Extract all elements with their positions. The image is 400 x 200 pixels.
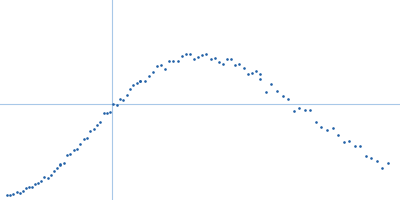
Point <box>244 72 251 75</box>
Point <box>97 120 103 123</box>
Point <box>16 191 23 194</box>
Point <box>94 123 100 126</box>
Point <box>57 163 64 167</box>
Point <box>107 110 113 113</box>
Point <box>346 140 352 143</box>
Point <box>268 82 275 86</box>
Point <box>10 192 17 195</box>
Point <box>285 97 291 100</box>
Point <box>100 112 107 115</box>
Point <box>174 59 181 63</box>
Point <box>70 148 77 152</box>
Point <box>120 98 127 102</box>
Point <box>141 79 148 82</box>
Point <box>54 167 60 170</box>
Point <box>274 89 280 92</box>
Point <box>191 57 197 60</box>
Point <box>212 57 218 60</box>
Point <box>257 78 263 81</box>
Point <box>379 167 386 170</box>
Point <box>302 109 308 112</box>
Point <box>4 193 10 197</box>
Point <box>178 55 185 58</box>
Point <box>263 91 269 94</box>
Point <box>117 97 123 100</box>
Point <box>29 185 35 188</box>
Point <box>124 94 130 97</box>
Point <box>318 126 325 129</box>
Point <box>199 54 206 57</box>
Point <box>104 112 110 115</box>
Point <box>313 120 319 124</box>
Point <box>220 62 226 66</box>
Point <box>44 176 51 179</box>
Point <box>35 181 42 184</box>
Point <box>114 103 120 107</box>
Point <box>307 109 314 112</box>
Point <box>224 57 230 61</box>
Point <box>87 129 94 133</box>
Point <box>137 79 143 82</box>
Point <box>368 156 374 159</box>
Point <box>80 137 87 141</box>
Point <box>67 152 74 156</box>
Point <box>158 64 164 67</box>
Point <box>137 79 144 83</box>
Point <box>340 140 347 143</box>
Point <box>60 161 67 164</box>
Point <box>290 109 297 112</box>
Point <box>57 162 63 165</box>
Point <box>77 142 84 145</box>
Point <box>248 71 255 74</box>
Point <box>352 145 358 148</box>
Point <box>162 67 168 70</box>
Point <box>48 173 54 177</box>
Point <box>374 159 380 163</box>
Point <box>110 103 117 106</box>
Point <box>363 155 369 158</box>
Point <box>134 81 140 85</box>
Point <box>182 53 189 56</box>
Point <box>23 186 29 190</box>
Point <box>357 144 364 148</box>
Point <box>385 162 391 165</box>
Point <box>32 182 38 185</box>
Point <box>170 60 176 63</box>
Point <box>74 147 80 150</box>
Point <box>7 193 14 197</box>
Point <box>203 52 210 55</box>
Point <box>216 61 222 64</box>
Point <box>41 176 48 179</box>
Point <box>130 83 136 86</box>
Point <box>335 133 341 136</box>
Point <box>296 107 302 110</box>
Point <box>240 66 247 70</box>
Point <box>232 64 238 67</box>
Point <box>324 129 330 132</box>
Point <box>187 52 193 55</box>
Point <box>127 87 133 90</box>
Point <box>20 190 26 193</box>
Point <box>195 55 201 59</box>
Point <box>150 71 156 74</box>
Point <box>64 153 70 156</box>
Point <box>253 69 259 73</box>
Point <box>236 62 242 65</box>
Point <box>50 169 57 172</box>
Point <box>84 136 90 139</box>
Point <box>38 179 44 182</box>
Point <box>228 57 234 60</box>
Point <box>257 72 264 75</box>
Point <box>329 127 336 130</box>
Point <box>207 57 214 60</box>
Point <box>154 64 160 67</box>
Point <box>146 74 152 77</box>
Point <box>166 60 172 63</box>
Point <box>279 94 286 98</box>
Point <box>26 186 32 189</box>
Point <box>90 128 97 131</box>
Point <box>13 190 20 194</box>
